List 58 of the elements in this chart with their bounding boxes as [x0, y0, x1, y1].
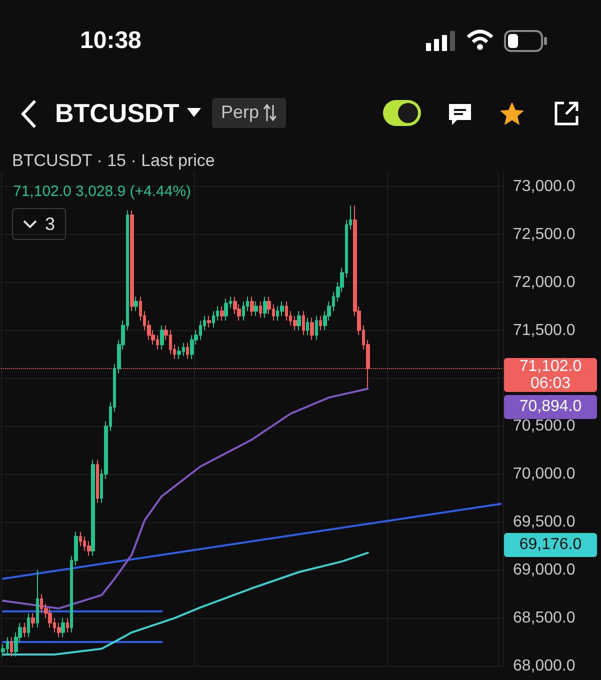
text: 10:38 — [80, 27, 142, 55]
y-tick-label: 68,000.0 — [513, 658, 576, 674]
y-tick-label: 73,000.0 — [513, 178, 576, 195]
y-tick-label: 72,000.0 — [513, 274, 576, 291]
candlestick — [310, 317, 314, 340]
y-tick-label: 72,500.0 — [513, 226, 576, 243]
candlestick — [212, 310, 215, 328]
y-tick-label: 68,500.0 — [513, 610, 576, 627]
chart-title: BTCUSDT — [55, 98, 180, 129]
candlestick — [31, 612, 35, 628]
candlestick — [186, 342, 189, 360]
candlestick — [66, 618, 69, 633]
candlestick — [87, 540, 91, 556]
candlestick — [130, 210, 134, 312]
candlestick — [48, 608, 52, 628]
candlestick — [259, 300, 262, 318]
candlestick — [250, 296, 254, 316]
candlestick — [134, 296, 138, 312]
text: 69,176.0 — [504, 533, 597, 557]
y-tick-label: 69,500.0 — [513, 514, 576, 531]
candlestick — [23, 622, 26, 638]
candlestick — [10, 636, 13, 657]
ref-line-label: 71,102.0 06:03 — [504, 358, 597, 392]
candlestick — [280, 300, 284, 316]
text: Perp — [221, 102, 260, 123]
candlestick — [61, 618, 65, 638]
candlestick — [190, 334, 194, 360]
candlestick — [293, 315, 297, 331]
y-tick-label: 70,000.0 — [513, 466, 576, 483]
y-tick-label: 70,500.0 — [513, 418, 576, 435]
candlestick — [79, 531, 82, 547]
candlestick — [285, 300, 288, 322]
candlestick — [177, 346, 181, 360]
line-series — [2, 388, 369, 610]
candlestick — [96, 459, 99, 504]
y-tick-label: 71,500.0 — [513, 322, 576, 339]
candlestick — [254, 300, 258, 316]
line-series — [2, 552, 369, 656]
candlestick — [57, 622, 61, 638]
candlestick — [160, 324, 164, 350]
candlestick — [306, 317, 309, 336]
candlestick — [297, 310, 301, 331]
candlestick — [242, 300, 245, 322]
candlestick — [302, 310, 305, 336]
chart-subtitle: BTCUSDT · 15 · Last price — [12, 151, 215, 171]
candlestick — [91, 459, 95, 556]
candlestick — [319, 315, 322, 331]
candlestick — [263, 296, 267, 318]
y-tick-label: 69,000.0 — [513, 562, 576, 579]
candlestick — [207, 315, 211, 328]
candlestick — [220, 306, 224, 322]
candlestick — [36, 570, 39, 628]
candlestick — [315, 315, 318, 340]
candlestick — [27, 612, 30, 638]
candlestick — [224, 298, 228, 322]
annotation: 3 — [45, 214, 56, 235]
annotation: 71,102.0 3,028.9 (+4.44%) — [13, 183, 192, 200]
text: 70,894.0 — [504, 395, 597, 419]
